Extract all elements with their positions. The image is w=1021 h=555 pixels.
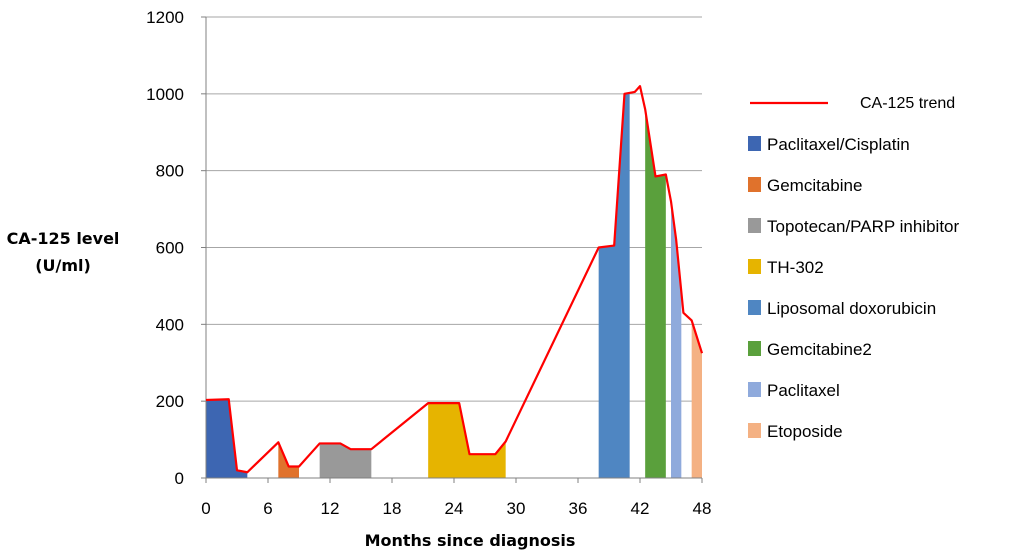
x-tick-label: 24 [445, 499, 464, 518]
legend-swatch [748, 136, 761, 151]
legend-swatch [748, 218, 761, 233]
legend-label: Paclitaxel/Cisplatin [767, 135, 910, 154]
y-tick-label: 400 [156, 315, 184, 334]
treatment-area-gemcitabine2 [645, 109, 666, 478]
y-tick-label: 600 [156, 239, 184, 258]
legend-label: Gemcitabine2 [767, 340, 872, 359]
y-tick-label: 800 [156, 162, 184, 181]
legend-trend-label: CA-125 trend [860, 95, 955, 112]
legend-swatch [748, 382, 761, 397]
legend-swatch [748, 300, 761, 315]
treatment-area-th-302 [428, 403, 506, 478]
treatment-area-etoposide [691, 320, 702, 478]
y-tick-label: 0 [175, 469, 184, 488]
x-tick-label: 0 [201, 499, 210, 518]
axes [201, 16, 703, 483]
treatment-areas [206, 92, 702, 478]
legend-label: Liposomal doxorubicin [767, 299, 936, 318]
x-tick-label: 12 [321, 499, 340, 518]
tick-labels: 0 200 400 600 800 1000 1200 0 6 12 18 24 30 36 42 48 [146, 8, 711, 518]
x-tick-label: 30 [507, 499, 526, 518]
legend: CA-125 trend Paclitaxel/Cisplatin Gemcitab… [748, 95, 959, 441]
x-axis-title: Months since diagnosis [365, 531, 576, 550]
x-tick-label: 48 [693, 499, 712, 518]
treatment-area-paclitaxel-cisplatin [206, 399, 248, 478]
legend-label: Etoposide [767, 422, 843, 441]
x-tick-label: 36 [569, 499, 588, 518]
x-tick-label: 18 [383, 499, 402, 518]
x-tick-label: 6 [263, 499, 272, 518]
treatment-area-topotecan-parp-inhibitor [319, 443, 372, 478]
legend-label: Paclitaxel [767, 381, 840, 400]
y-tick-label: 200 [156, 392, 184, 411]
legend-label: Topotecan/PARP inhibitor [767, 217, 959, 236]
legend-swatch [748, 259, 761, 274]
legend-label: TH-302 [767, 258, 824, 277]
x-tick-label: 42 [631, 499, 650, 518]
ca-125-trend-line [205, 85, 704, 474]
legend-swatch [748, 177, 761, 192]
trend-line-group [205, 85, 704, 474]
treatment-area-liposomal-doxorubicin [598, 92, 630, 478]
legend-swatch [748, 341, 761, 356]
treatment-area-gemcitabine [278, 442, 299, 478]
y-axis-title-line-1: CA-125 level [7, 229, 120, 248]
y-tick-label: 1200 [146, 8, 184, 27]
y-tick-label: 1000 [146, 85, 184, 104]
y-axis-title-line-2: (U/ml) [35, 256, 91, 275]
legend-label: Gemcitabine [767, 176, 862, 195]
legend-swatch [748, 423, 761, 438]
